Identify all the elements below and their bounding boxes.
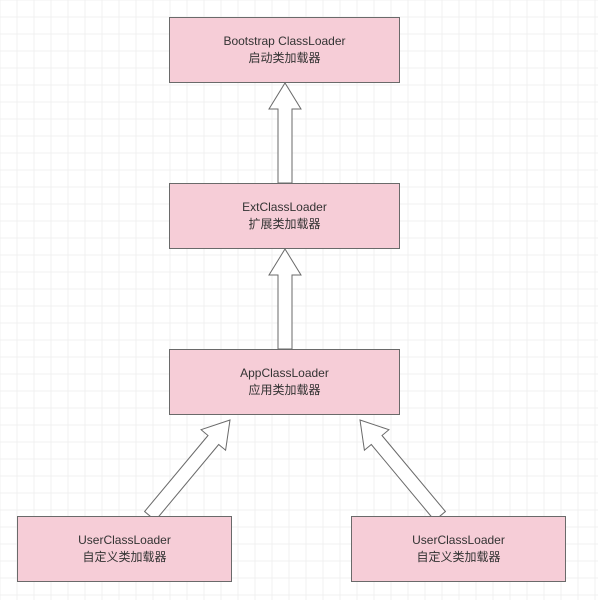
arrow-ext-to-bootstrap: [269, 83, 301, 183]
node-ext-subtitle: 扩展类加载器: [248, 216, 320, 233]
node-bootstrap-subtitle: 启动类加载器: [248, 50, 320, 67]
node-user2: UserClassLoader自定义类加载器: [351, 516, 566, 582]
node-user1: UserClassLoader自定义类加载器: [17, 516, 232, 582]
node-user2-title: UserClassLoader: [412, 532, 505, 549]
arrow-user2-to-app: [360, 420, 445, 521]
diagram-canvas: Bootstrap ClassLoader启动类加载器 ExtClassLoade…: [0, 0, 598, 600]
node-ext: ExtClassLoader扩展类加载器: [169, 183, 400, 249]
node-user1-title: UserClassLoader: [78, 532, 171, 549]
node-bootstrap: Bootstrap ClassLoader启动类加载器: [169, 17, 400, 83]
node-bootstrap-title: Bootstrap ClassLoader: [223, 33, 345, 50]
node-app: AppClassLoader应用类加载器: [169, 349, 400, 415]
arrow-layer: [0, 0, 598, 600]
arrow-app-to-ext: [269, 249, 301, 349]
node-app-subtitle: 应用类加载器: [248, 382, 320, 399]
node-user1-subtitle: 自定义类加载器: [82, 549, 166, 566]
arrow-user1-to-app: [145, 420, 230, 521]
node-app-title: AppClassLoader: [240, 365, 329, 382]
node-ext-title: ExtClassLoader: [242, 199, 327, 216]
node-user2-subtitle: 自定义类加载器: [416, 549, 500, 566]
